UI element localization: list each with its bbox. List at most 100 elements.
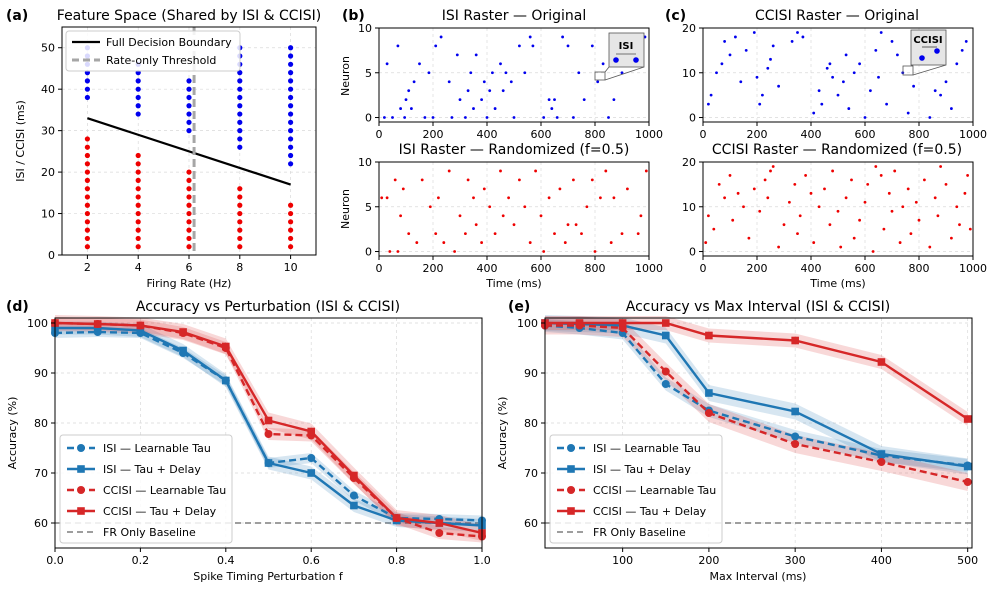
spike-point (804, 174, 807, 177)
spike-point (798, 214, 802, 218)
spike-point (874, 48, 878, 52)
panel-c2-x-ticks: 0 200 400 600 800 1000 (700, 256, 987, 275)
spike-point (909, 232, 913, 236)
panel-e-legend: ISI — Learnable Tau ISI — Tau + Delay CCIS… (549, 434, 723, 544)
spike-point (809, 191, 813, 195)
spike-point (399, 214, 402, 218)
red-class-point (135, 202, 141, 208)
data-point (222, 342, 230, 351)
spike-point (396, 44, 400, 48)
panel-c2-plot-area (702, 161, 974, 256)
blue-class-point (135, 103, 141, 109)
spike-point (480, 98, 483, 102)
panel-b-x-ticks: 0 200 400 600 800 1000 (376, 122, 663, 141)
data-point (877, 458, 886, 466)
panel-c-inset-label: CCISI (913, 35, 942, 46)
spike-point (866, 182, 870, 186)
panel-e-plot-area (541, 315, 972, 548)
red-class-point (288, 244, 294, 250)
spike-point (612, 196, 616, 200)
spike-point (958, 223, 961, 227)
x-tick-label: 500 (957, 554, 978, 567)
x-tick-label: 200 (698, 554, 719, 567)
panel-a-feature-space: (a) Feature Space (Shared by ISI & CCISI… (6, 8, 321, 290)
panel-b2-xlabel: Time (ms) (485, 277, 541, 290)
data-point (222, 376, 230, 385)
spike-point (890, 209, 894, 213)
spike-point (580, 232, 583, 236)
panel-c2-xlabel: Time (ms) (809, 277, 865, 290)
spike-point (968, 227, 972, 231)
spike-point (626, 187, 629, 191)
data-point (963, 478, 972, 486)
spike-point (466, 89, 470, 93)
spike-point (742, 205, 745, 209)
panel-c-ccisi-randomized: CCISI Raster — Randomized (f=0.5) 0 200 40… (682, 142, 987, 290)
spike-point (844, 53, 848, 57)
data-point (791, 432, 800, 441)
red-class-point (135, 169, 141, 175)
spike-point (820, 102, 824, 106)
panel-b-inset-spike (633, 57, 639, 63)
spike-point (553, 232, 556, 236)
panel-c-inset: CCISI (902, 29, 947, 76)
blue-class-point (237, 86, 243, 92)
spike-point (403, 116, 407, 119)
x-tick-label: 600 (855, 128, 876, 141)
spike-point (923, 178, 926, 182)
panel-c-inset-spike (934, 48, 940, 54)
red-class-point (186, 194, 192, 200)
spike-point (771, 44, 775, 48)
legend-label: CCISI — Tau + Delay (103, 505, 217, 518)
spike-point (518, 44, 521, 48)
x-tick-label: 400 (801, 262, 822, 275)
y-tick-label: 90 (524, 367, 538, 380)
blue-class-point (288, 103, 294, 109)
panel-b-isi-randomized: ISI Raster — Randomized (f=0.5) 0 200 400 6… (339, 142, 663, 290)
spike-point (412, 80, 416, 84)
data-point (136, 321, 145, 330)
panel-c-inset-spike (919, 55, 925, 61)
series-line (544, 321, 968, 468)
spike-point (863, 116, 867, 119)
spike-point (507, 196, 510, 200)
spike-point (755, 75, 759, 79)
spike-point (844, 196, 848, 200)
panel-a-legend-box (65, 30, 241, 72)
red-class-point (288, 202, 294, 208)
data-point (661, 319, 670, 327)
spike-point (782, 223, 786, 227)
spike-point (385, 196, 389, 200)
spike-point (547, 196, 551, 200)
legend-threshold-label: Rate-only Threshold (106, 54, 216, 67)
x-tick-label: 0.4 (217, 554, 235, 567)
data-point (661, 380, 670, 388)
red-class-point (135, 210, 141, 217)
blue-class-point (237, 111, 243, 117)
data-point (392, 514, 401, 522)
blue-class-point (135, 86, 141, 92)
y-tick-label: 0 (365, 112, 372, 125)
spike-point (383, 116, 386, 119)
y-tick-label: 10 (682, 67, 696, 80)
panel-d-ylabel: Accuracy (%) (6, 397, 19, 470)
spike-point (720, 62, 724, 66)
panel-b2-frame (378, 161, 650, 257)
x-tick-label: 800 (585, 128, 606, 141)
blue-class-point (288, 152, 294, 159)
y-tick-label: 30 (41, 125, 55, 138)
panel-b-zoom-box (594, 71, 606, 81)
data-point (704, 409, 713, 417)
spike-point (955, 62, 959, 66)
series-line (545, 321, 969, 421)
spike-point (842, 80, 845, 84)
panel-d-legend: ISI — Learnable Tau ISI — Tau + Delay CCIS… (59, 434, 233, 544)
red-class-point (237, 186, 243, 192)
spike-point (771, 165, 775, 168)
spike-point (539, 214, 543, 218)
panel-b-frame (378, 27, 650, 123)
panel-b2-x-ticks: 0 200 400 600 800 1000 (376, 256, 663, 275)
red-class-point (237, 244, 243, 250)
blue-class-point (186, 86, 192, 92)
blue-class-point (237, 94, 243, 101)
